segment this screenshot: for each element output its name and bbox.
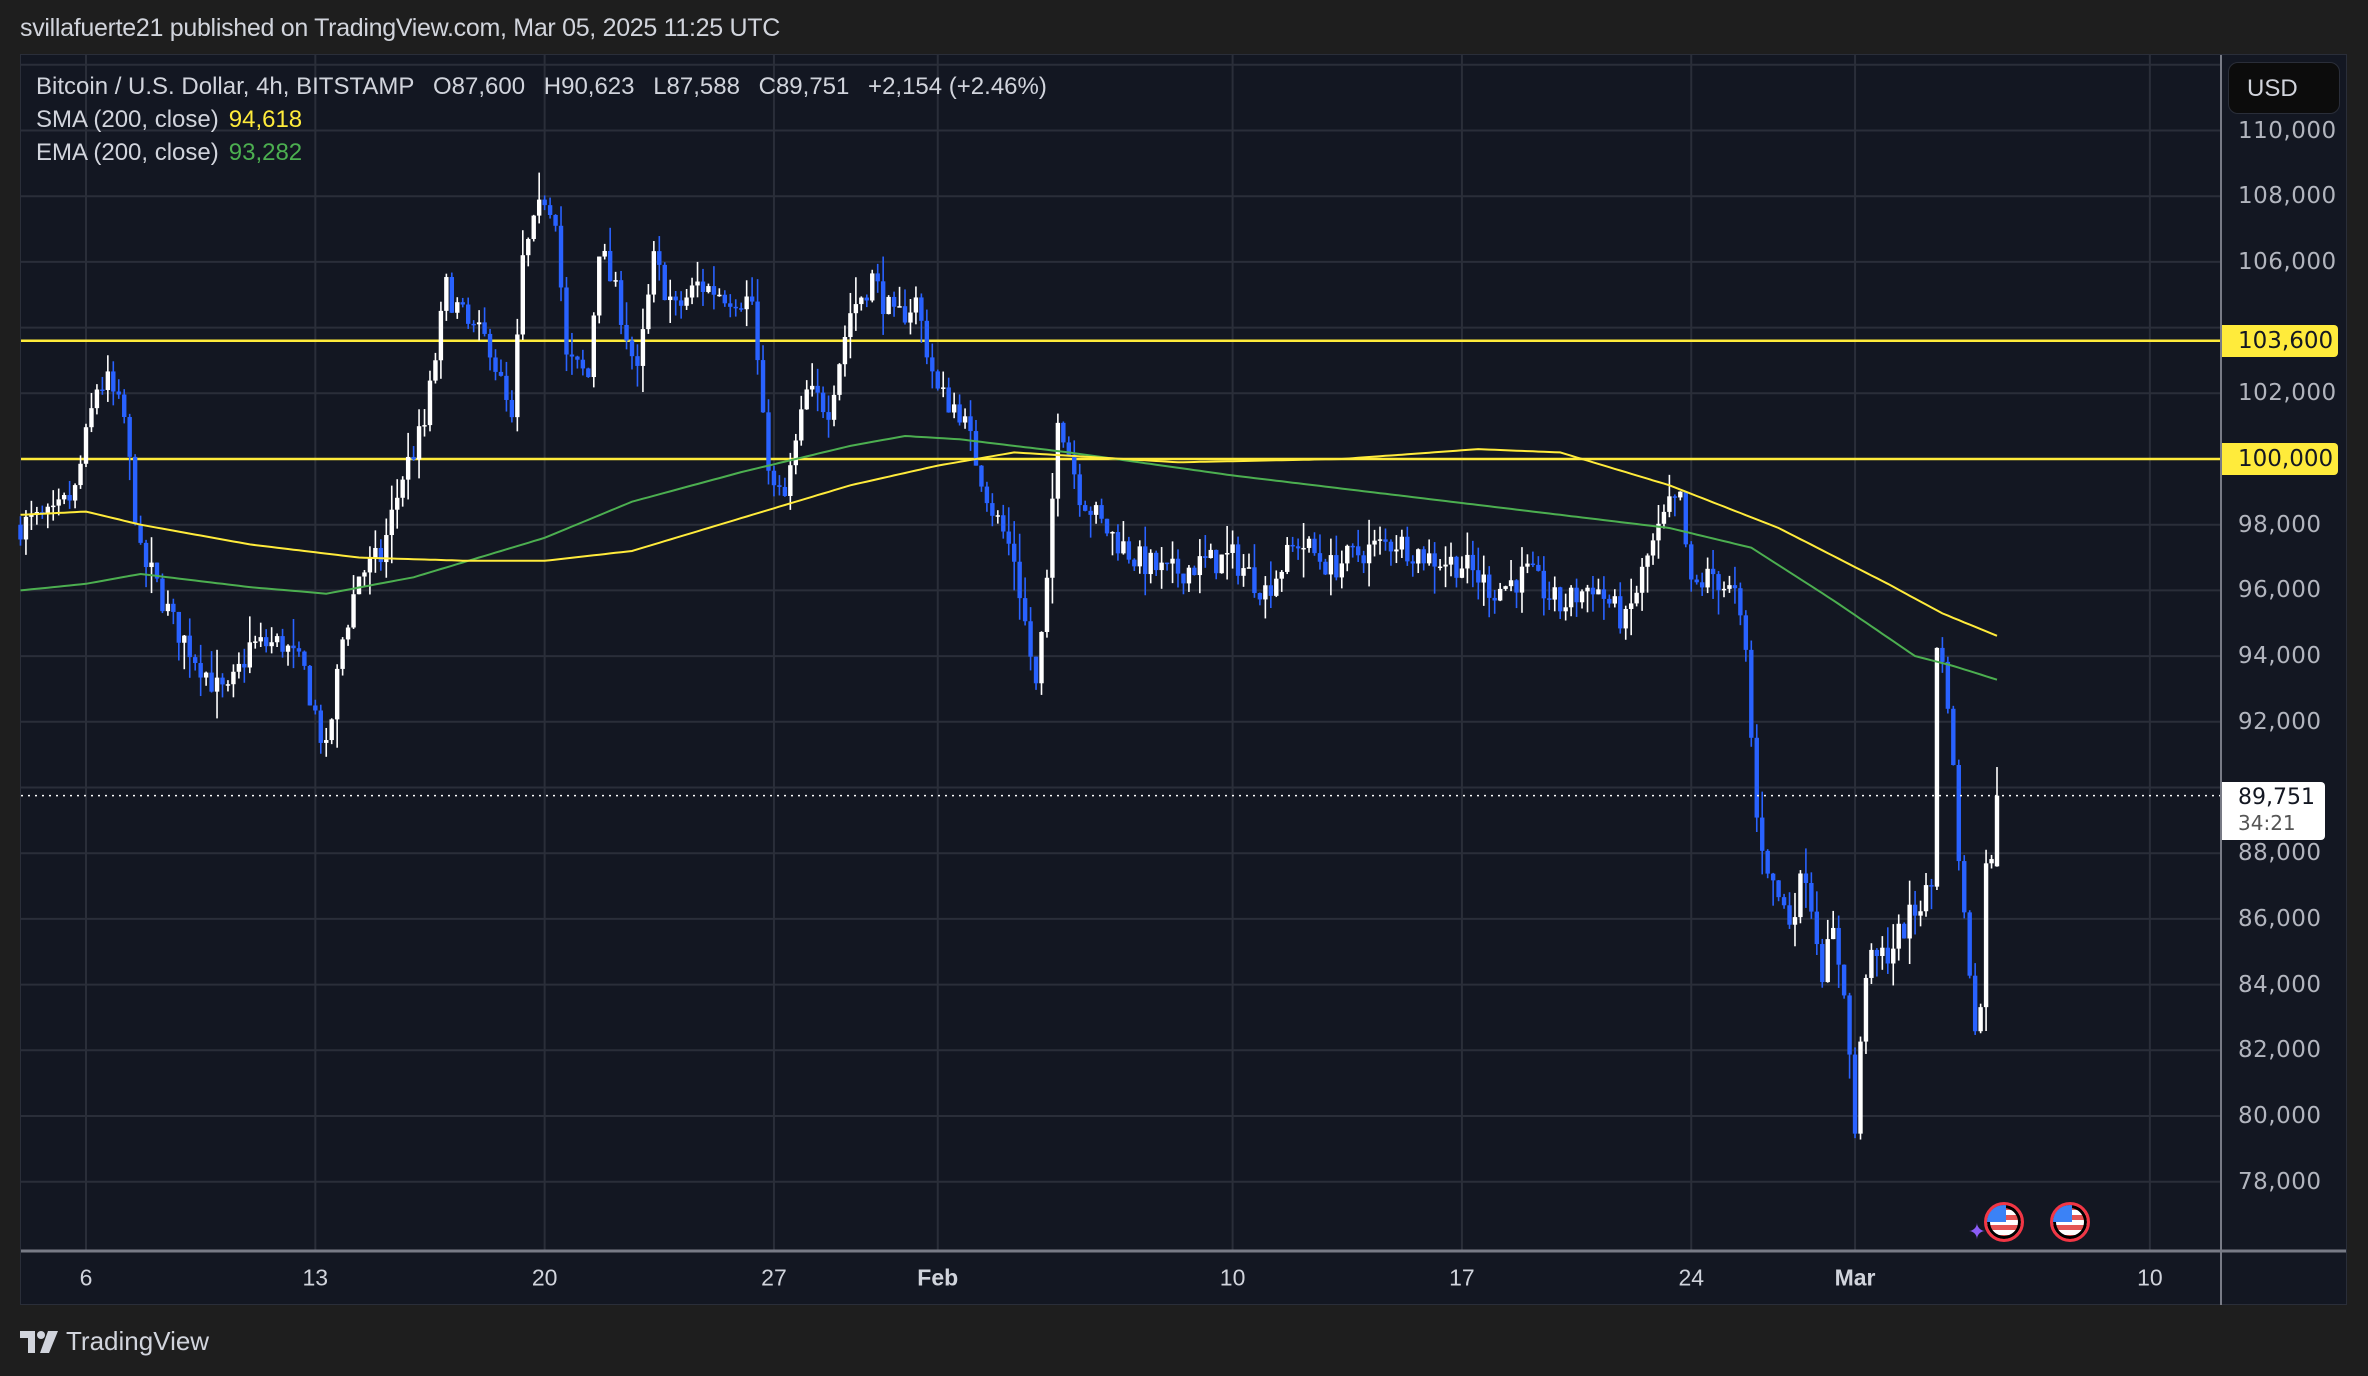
price-tick-label: 102,000 [2238, 380, 2337, 407]
price-tick-label: 80,000 [2238, 1103, 2322, 1129]
time-tick-label: 13 [302, 1264, 329, 1291]
price-tick-label: 78,000 [2238, 1168, 2322, 1195]
price-tick-label: 108,000 [2238, 183, 2337, 210]
time-tick-label: Feb [917, 1264, 959, 1291]
ema-200-line[interactable] [20, 434, 1998, 681]
level-price-tag: 103,600 [2222, 324, 2338, 357]
last-price-tag: 89,751 34:21 [2222, 781, 2325, 840]
tradingview-logo-icon [20, 1330, 58, 1353]
us-flag-event-icon[interactable] [1984, 1202, 2024, 1242]
grid [21, 55, 2220, 1250]
low-value: L87,588 [653, 73, 740, 100]
time-tick-label: 20 [531, 1264, 558, 1291]
us-flag-event-icon[interactable] [2050, 1202, 2090, 1242]
high-value: H90,623 [543, 73, 635, 100]
sma-legend-row[interactable]: SMA (200, close) 94,618 [36, 103, 1059, 136]
brand-name: TradingView [66, 1326, 210, 1356]
time-tick-label: Mar [1834, 1264, 1876, 1291]
time-tick-label: 27 [761, 1264, 787, 1291]
price-tick-label: 94,000 [2238, 643, 2322, 670]
change-value: +2,154 (+2.46%) [868, 73, 1047, 100]
time-tick-label: 24 [1678, 1264, 1705, 1291]
price-tick-label: 84,000 [2238, 971, 2322, 998]
tradingview-logo[interactable]: TradingView [20, 1326, 209, 1357]
symbol-legend-row[interactable]: Bitcoin / U.S. Dollar, 4h, BITSTAMP O87,… [36, 70, 1059, 103]
bar-countdown: 34:21 [2238, 810, 2296, 835]
price-tick-label: 96,000 [2238, 577, 2322, 604]
time-tick-label: 10 [1219, 1264, 1246, 1291]
close-value: C89,751 [758, 73, 850, 100]
sparkle-icon: ✦ [1967, 1219, 1987, 1244]
price-tick-label: 92,000 [2238, 708, 2322, 735]
time-tick-label: 10 [2137, 1264, 2163, 1291]
time-tick-label: 6 [79, 1264, 93, 1291]
price-tick-label: 88,000 [2238, 840, 2322, 867]
last-price: 89,751 [2238, 784, 2315, 810]
symbol-title[interactable]: Bitcoin / U.S. Dollar, 4h, BITSTAMP [36, 73, 415, 100]
price-tick-label: 98,000 [2238, 511, 2322, 538]
price-tick-label: 106,000 [2238, 248, 2337, 275]
price-tick-label: 86,000 [2238, 905, 2322, 932]
sma-label[interactable]: SMA (200, close) [36, 106, 219, 133]
sma-value: 94,618 [228, 106, 303, 133]
currency-button[interactable]: USD [2228, 62, 2340, 114]
ema-label[interactable]: EMA (200, close) [36, 139, 219, 166]
price-tick-label: 110,000 [2238, 117, 2337, 144]
ema-legend-row[interactable]: EMA (200, close) 93,282 [36, 136, 1059, 169]
sma-200-line[interactable] [20, 448, 1998, 637]
ema-value: 93,282 [228, 139, 303, 166]
open-value: O87,600 [433, 73, 526, 100]
publish-info: svillafuerte21 published on TradingView.… [20, 14, 780, 42]
time-tick-label: 17 [1449, 1264, 1475, 1291]
candles [18, 172, 2000, 1140]
level-price-tag: 100,000 [2222, 443, 2338, 475]
price-tick-label: 82,000 [2238, 1037, 2322, 1064]
chart-legend: Bitcoin / U.S. Dollar, 4h, BITSTAMP O87,… [36, 70, 1059, 169]
